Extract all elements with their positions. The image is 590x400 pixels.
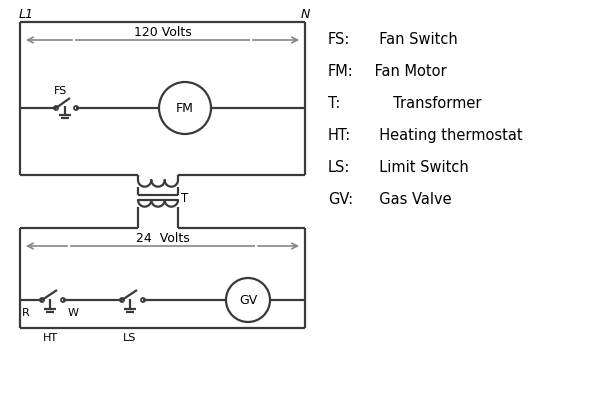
Text: N: N xyxy=(300,8,310,21)
Text: FS:: FS: xyxy=(328,32,350,47)
Text: HT: HT xyxy=(42,333,58,343)
Text: 24  Volts: 24 Volts xyxy=(136,232,189,245)
Text: Fan Switch: Fan Switch xyxy=(370,32,458,47)
Text: LS: LS xyxy=(123,333,137,343)
Text: R: R xyxy=(22,308,30,318)
Text: 120 Volts: 120 Volts xyxy=(133,26,191,39)
Text: HT:: HT: xyxy=(328,128,351,143)
Text: FM:: FM: xyxy=(328,64,354,79)
Text: Limit Switch: Limit Switch xyxy=(370,160,468,175)
Text: L1: L1 xyxy=(19,8,34,21)
Text: GV: GV xyxy=(239,294,257,306)
Text: FM: FM xyxy=(176,102,194,114)
Text: GV:: GV: xyxy=(328,192,353,207)
Text: Heating thermostat: Heating thermostat xyxy=(370,128,523,143)
Text: T:: T: xyxy=(328,96,340,111)
Text: W: W xyxy=(68,308,79,318)
Text: Gas Valve: Gas Valve xyxy=(370,192,451,207)
Text: T: T xyxy=(181,192,188,204)
Text: LS:: LS: xyxy=(328,160,350,175)
Text: Fan Motor: Fan Motor xyxy=(370,64,447,79)
Text: FS: FS xyxy=(54,86,67,96)
Text: Transformer: Transformer xyxy=(370,96,481,111)
